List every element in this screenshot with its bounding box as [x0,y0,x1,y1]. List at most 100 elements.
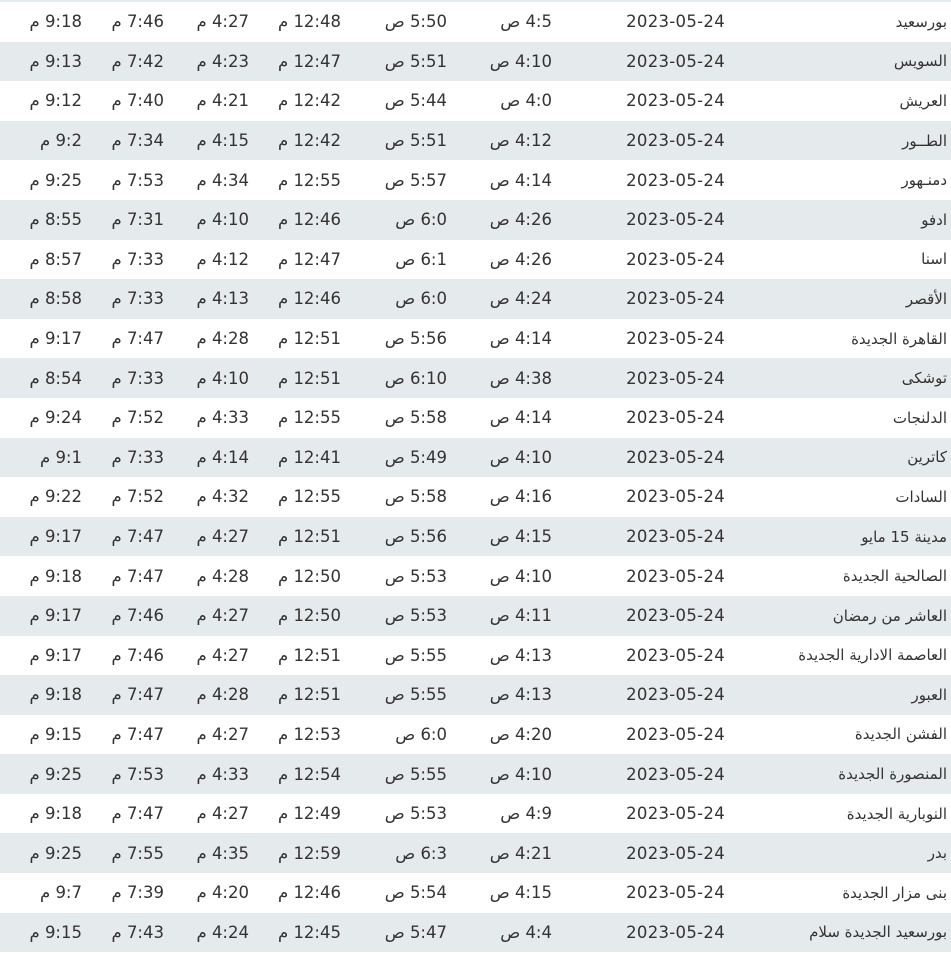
dhuhr-cell: 12:55 م [257,398,350,438]
sunrise-cell: 6:0 ص [350,279,455,319]
date-cell: 2023-05-24 [560,675,735,715]
dhuhr-text: 12:55 م [277,170,341,190]
maghrib-text: 7:40 م [111,91,164,111]
maghrib-text: 7:47 م [111,329,164,349]
dhuhr-cell: 12:51 م [257,358,350,398]
asr-text: 4:27 م [196,724,249,744]
fajr-text: 4:15 ص [489,527,552,547]
dhuhr-cell: 12:46 م [257,873,350,913]
isha-cell: 9:15 م [0,912,90,953]
dhuhr-text: 12:54 م [277,764,341,784]
table-row: بورسعيد الجديدة سلام 2023-05-24 4:4 ص 5:47 … [0,912,951,953]
date-cell: 2023-05-24 [560,754,735,794]
date-cell: 2023-05-24 [560,477,735,517]
asr-cell: 4:27 م [172,794,257,834]
sunrise-text: 5:54 ص [384,883,447,903]
date-text: 2023-05-24 [626,131,725,151]
asr-cell: 4:33 م [172,398,257,438]
date-text: 2023-05-24 [626,606,725,626]
sunrise-cell: 6:0 ص [350,715,455,755]
city-text: اسنا [921,250,947,269]
fajr-text: 4:4 ص [500,922,552,942]
dhuhr-text: 12:48 م [277,12,341,32]
isha-text: 9:18 م [29,566,82,586]
fajr-cell: 4:24 ص [455,279,560,319]
sunrise-cell: 5:57 ص [350,160,455,200]
city-text: العريش [899,91,947,110]
dhuhr-cell: 12:54 م [257,754,350,794]
fajr-cell: 4:13 ص [455,636,560,676]
fajr-text: 4:14 ص [489,170,552,190]
maghrib-cell: 7:33 م [90,358,172,398]
city-cell: بدر [735,833,951,874]
fajr-cell: 4:15 ص [455,516,560,557]
date-text: 2023-05-24 [626,91,725,111]
asr-text: 4:27 م [196,12,249,32]
sunrise-cell: 5:53 ص [350,595,455,636]
isha-text: 9:17 م [29,645,82,665]
table-row: السادات 2023-05-24 4:16 ص 5:58 ص 12:55 م 4:32… [0,477,951,517]
table-row: بدر 2023-05-24 4:21 ص 6:3 ص 12:59 م 4:35 م 7:5… [0,833,951,874]
city-text: القاهرة الجديدة [851,329,947,348]
city-cell: ادفو [735,199,951,240]
date-cell: 2023-05-24 [560,595,735,636]
sunrise-text: 5:55 ص [384,764,447,784]
maghrib-cell: 7:47 م [90,715,172,755]
dhuhr-text: 12:59 م [277,843,341,863]
asr-cell: 4:24 م [172,912,257,953]
date-text: 2023-05-24 [626,368,725,388]
isha-text: 9:17 م [29,606,82,626]
city-cell: توشكى [735,358,951,398]
asr-cell: 4:28 م [172,675,257,715]
isha-text: 9:15 م [29,724,82,744]
city-cell: العريش [735,81,951,121]
isha-text: 9:25 م [29,170,82,190]
dhuhr-text: 12:51 م [277,368,341,388]
sunrise-text: 6:10 ص [384,368,447,388]
sunrise-cell: 5:56 ص [350,516,455,557]
maghrib-text: 7:55 م [111,843,164,863]
fajr-cell: 4:9 ص [455,794,560,834]
dhuhr-cell: 12:51 م [257,675,350,715]
date-text: 2023-05-24 [626,249,725,269]
asr-cell: 4:12 م [172,240,257,280]
sunrise-text: 6:1 ص [395,249,447,269]
fajr-text: 4:10 ص [489,51,552,71]
dhuhr-cell: 12:46 م [257,279,350,319]
asr-cell: 4:27 م [172,595,257,636]
maghrib-text: 7:53 م [111,170,164,190]
table-row: ادفو 2023-05-24 4:26 ص 6:0 ص 12:46 م 4:10 م 7:… [0,199,951,240]
date-text: 2023-05-24 [626,12,725,32]
fajr-cell: 4:10 ص [455,437,560,478]
asr-text: 4:35 م [196,843,249,863]
maghrib-text: 7:47 م [111,566,164,586]
asr-cell: 4:28 م [172,556,257,596]
asr-cell: 4:15 م [172,120,257,161]
asr-text: 4:10 م [196,210,249,230]
asr-text: 4:23 م [196,51,249,71]
maghrib-text: 7:33 م [111,447,164,467]
date-text: 2023-05-24 [626,51,725,71]
city-text: بنى مزار الجديدة [842,883,947,902]
city-text: الدلنجات [892,408,947,427]
table-row: العاصمة الادارية الجديدة 2023-05-24 4:13 ص… [0,636,951,676]
fajr-text: 4:13 ص [489,685,552,705]
date-cell: 2023-05-24 [560,160,735,200]
isha-text: 9:1 م [39,447,82,467]
dhuhr-text: 12:46 م [277,210,341,230]
table-row: العريش 2023-05-24 4:0 ص 5:44 ص 12:42 م 4:21 م… [0,81,951,121]
fajr-cell: 4:15 ص [455,873,560,913]
city-cell: دمنـهور [735,160,951,200]
fajr-cell: 4:11 ص [455,595,560,636]
fajr-cell: 4:14 ص [455,160,560,200]
fajr-text: 4:14 ص [489,408,552,428]
asr-cell: 4:33 م [172,754,257,794]
dhuhr-text: 12:51 م [277,685,341,705]
date-cell: 2023-05-24 [560,398,735,438]
city-cell: الأقصر [735,279,951,319]
isha-cell: 9:17 م [0,636,90,676]
sunrise-text: 5:58 ص [384,408,447,428]
city-cell: المنصورة الجديدة [735,754,951,794]
asr-cell: 4:32 م [172,477,257,517]
date-cell: 2023-05-24 [560,437,735,478]
